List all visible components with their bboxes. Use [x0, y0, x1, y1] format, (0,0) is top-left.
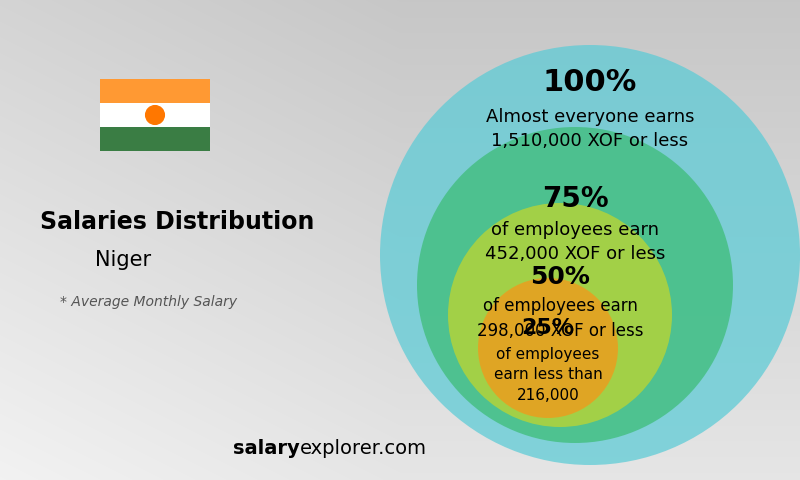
- FancyBboxPatch shape: [100, 103, 210, 127]
- Circle shape: [478, 278, 618, 418]
- Circle shape: [417, 127, 733, 443]
- Text: of employees earn
452,000 XOF or less: of employees earn 452,000 XOF or less: [485, 221, 665, 264]
- Text: of employees
earn less than
216,000: of employees earn less than 216,000: [494, 347, 602, 403]
- Text: Almost everyone earns
1,510,000 XOF or less: Almost everyone earns 1,510,000 XOF or l…: [486, 108, 694, 150]
- Text: * Average Monthly Salary: * Average Monthly Salary: [60, 295, 237, 309]
- Text: 50%: 50%: [530, 265, 590, 289]
- Text: 100%: 100%: [543, 68, 637, 97]
- Text: Salaries Distribution: Salaries Distribution: [40, 210, 314, 234]
- Text: explorer.com: explorer.com: [300, 439, 427, 458]
- Text: salary: salary: [234, 439, 300, 458]
- FancyBboxPatch shape: [100, 79, 210, 103]
- Text: 75%: 75%: [542, 185, 608, 213]
- FancyBboxPatch shape: [100, 127, 210, 151]
- Circle shape: [146, 106, 164, 124]
- Text: of employees earn
298,000 XOF or less: of employees earn 298,000 XOF or less: [477, 298, 643, 340]
- Text: 25%: 25%: [522, 318, 574, 338]
- Circle shape: [380, 45, 800, 465]
- Circle shape: [448, 203, 672, 427]
- Text: Niger: Niger: [95, 250, 151, 270]
